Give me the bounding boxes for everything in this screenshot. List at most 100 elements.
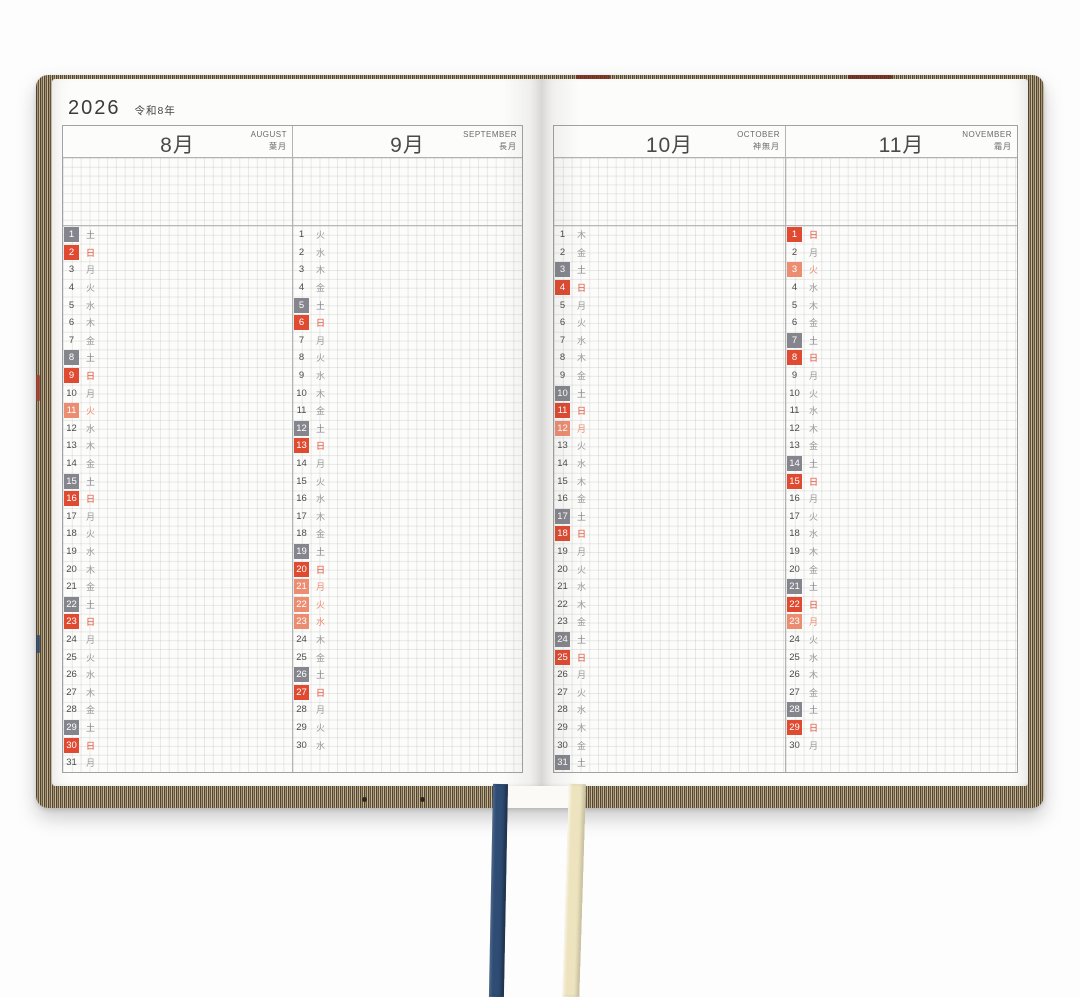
month-traditional-label: 長月: [499, 142, 517, 151]
weekday-label: 水: [86, 546, 96, 557]
weekday-label: 水: [316, 371, 326, 382]
day-row: 24 月: [63, 631, 292, 649]
day-number: 21: [66, 581, 77, 593]
day-number: 14: [557, 458, 568, 470]
day-number: 31: [66, 757, 77, 769]
day-number: 2: [559, 246, 566, 258]
weekday-label: 木: [86, 441, 96, 452]
weekday-label: 水: [316, 617, 326, 628]
day-number: 10: [66, 387, 77, 399]
day-row: 31 月: [63, 754, 292, 772]
weekday-label: 金: [86, 705, 96, 716]
weekday-label: 土: [809, 705, 819, 716]
bookmark-ribbon-cream: [562, 783, 586, 997]
day-list: 1 日 2 月 3 火 4 水 5 木 6 金 7 土 8 日 9 月 10 火 11 水 12 木 13 金 14 土 15 日 16 月 1…: [786, 226, 1017, 772]
weekday-label: 月: [809, 247, 819, 258]
day-number: 7: [68, 334, 75, 346]
weekday-label: 木: [316, 511, 326, 522]
day-number: 13: [557, 440, 568, 452]
day-number: 28: [296, 704, 307, 716]
day-number: 26: [294, 667, 309, 683]
weekday-label: 日: [809, 722, 819, 733]
weekday-label: 火: [809, 511, 819, 522]
day-number: 20: [66, 563, 77, 575]
day-row: 28 土: [786, 701, 1017, 719]
day-number: 17: [296, 510, 307, 522]
day-number: 6: [68, 317, 75, 329]
day-number: 6: [559, 317, 566, 329]
weekday-label: 土: [809, 582, 819, 593]
day-number: 2: [64, 244, 79, 260]
weekday-label: 金: [86, 335, 96, 346]
weekday-label: 木: [316, 265, 326, 276]
day-row: 25 日: [554, 648, 785, 666]
day-row: 13 木: [63, 437, 292, 455]
day-number: 21: [787, 579, 802, 595]
day-number: 11: [64, 403, 79, 419]
day-number: 19: [557, 545, 568, 557]
month-header: 10月 OCTOBER 神無月: [554, 126, 785, 158]
day-number: 22: [64, 596, 79, 612]
day-number: 29: [64, 719, 79, 735]
day-list: 1 土 2 日 3 月 4 火 5 水 6 木 7 金 8 土 9 日 10 月 11 火 12 水 13 木 14 金 15 土 16 日 1…: [63, 226, 292, 772]
day-row: 26 木: [786, 666, 1017, 684]
day-row: 28 水: [554, 701, 785, 719]
day-row: 12 月: [554, 420, 785, 438]
weekday-label: 火: [86, 406, 96, 417]
day-row: 28 金: [63, 701, 292, 719]
day-row: 19 木: [786, 543, 1017, 561]
day-row: 23 水: [293, 613, 522, 631]
day-row: 22 日: [786, 595, 1017, 613]
weekday-label: 金: [316, 529, 326, 540]
day-row: 20 木: [63, 560, 292, 578]
weekday-label: 火: [577, 318, 587, 329]
weekday-label: 水: [809, 283, 819, 294]
day-number: 1: [298, 229, 305, 241]
day-number: 1: [559, 229, 566, 241]
day-number: 27: [789, 686, 800, 698]
cover-pattern-fleck: [362, 797, 367, 802]
weekday-label: 金: [577, 494, 587, 505]
weekday-label: 日: [577, 406, 587, 417]
day-number: 15: [787, 473, 802, 489]
day-row: 29 木: [554, 719, 785, 737]
day-row: 26 土: [293, 666, 522, 684]
day-number: 9: [791, 370, 798, 382]
day-number: 30: [789, 739, 800, 751]
weekday-label: 水: [316, 740, 326, 751]
weekday-label: 木: [809, 300, 819, 311]
weekday-label: 土: [577, 758, 587, 769]
day-row: 16 金: [554, 490, 785, 508]
day-row: 24 木: [293, 631, 522, 649]
month-traditional-label: 霜月: [994, 142, 1012, 151]
day-number: 29: [296, 721, 307, 733]
day-row: 19 月: [554, 543, 785, 561]
weekday-label: 金: [316, 652, 326, 663]
day-number: 12: [789, 422, 800, 434]
day-number: 6: [294, 315, 309, 331]
weekday-label: 日: [86, 247, 96, 258]
day-number: 25: [296, 651, 307, 663]
day-number: 14: [787, 456, 802, 472]
day-row: 21 金: [63, 578, 292, 596]
day-number: 9: [298, 370, 305, 382]
day-row: 13 金: [786, 437, 1017, 455]
weekday-label: 土: [86, 230, 96, 241]
day-number: 21: [294, 579, 309, 595]
day-number: 10: [296, 387, 307, 399]
day-number: 3: [298, 264, 305, 276]
day-row: 30 金: [554, 736, 785, 754]
day-row: 22 土: [63, 595, 292, 613]
weekday-label: 火: [316, 722, 326, 733]
weekday-label: 日: [809, 230, 819, 241]
day-row: 17 火: [786, 508, 1017, 526]
weekday-label: 月: [86, 388, 96, 399]
day-list: 1 木 2 金 3 土 4 日 5 月 6 火 7 水 8 木 9 金 10 土 11 日 12 月 13 火 14 水 15 木 16 金 1…: [554, 226, 785, 772]
